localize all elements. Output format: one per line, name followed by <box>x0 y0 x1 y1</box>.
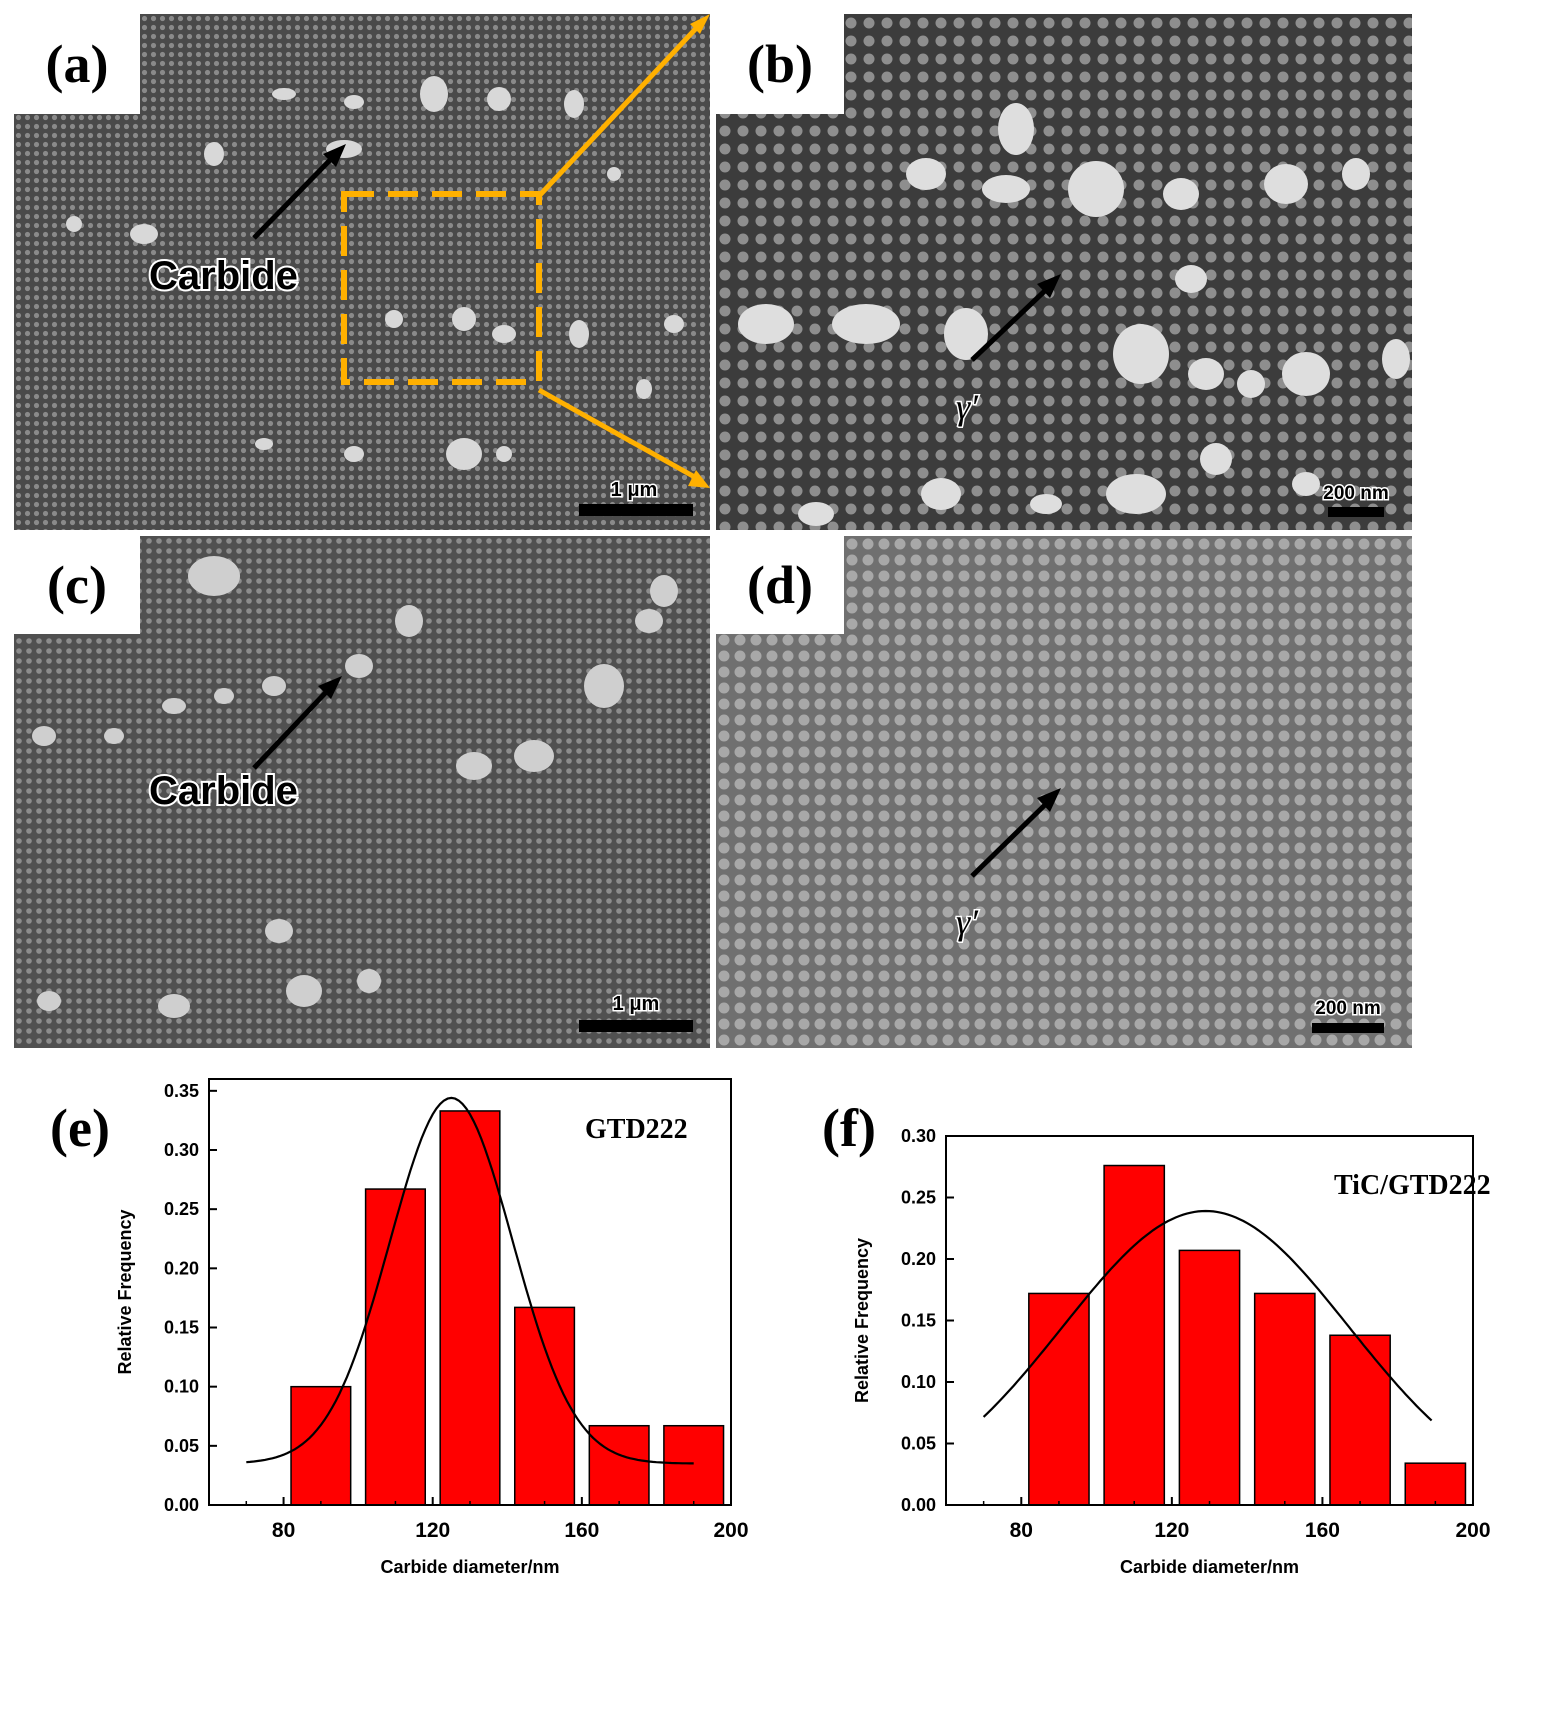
y-tick-label: 0.35 <box>164 1081 199 1101</box>
zoom-region-box <box>341 191 542 385</box>
scale-bar-d <box>1312 1023 1384 1033</box>
bar-150 <box>513 1306 576 1506</box>
y-tick-label: 0.15 <box>164 1318 199 1338</box>
bar-150 <box>1253 1292 1316 1506</box>
scale-bar-label-c: 1 μm <box>613 993 660 1015</box>
gamma-prime-annotation-d: γ′ <box>956 902 979 942</box>
scale-bar-label-a: 1 μm <box>611 479 658 501</box>
y-tick-label: 0.10 <box>901 1372 936 1392</box>
gamma-prime-annotation-b: γ′ <box>956 387 979 427</box>
scale-bar-label-b: 200 nm <box>1323 483 1388 504</box>
y-axis-label: Relative Frequency <box>852 1238 872 1403</box>
carbide-particles-c <box>32 556 678 1018</box>
chart-title: GTD222 <box>585 1114 688 1145</box>
x-axis-label: Carbide diameter/nm <box>380 1557 559 1577</box>
bar-170 <box>1329 1334 1391 1506</box>
panel-label-d: (d) <box>716 536 844 634</box>
x-tick-label: 80 <box>1010 1519 1033 1542</box>
x-tick-label: 120 <box>415 1519 450 1542</box>
y-tick-label: 0.25 <box>901 1188 936 1208</box>
bar-170 <box>588 1424 650 1506</box>
bar-190 <box>663 1424 725 1506</box>
scale-bar-a <box>579 504 693 516</box>
carbide-arrow-a <box>252 154 336 240</box>
sem-panel-b: γ′ 200 nm (b) <box>716 14 1412 530</box>
sem-panel-a: Carbide 1 μm (a) <box>14 14 710 530</box>
histogram-e: (e) 80 120 160 200 0.00 0.05 0.10 0.15 0.20 0.25 0… <box>50 1078 749 1577</box>
y-tick-label: 0.20 <box>164 1258 199 1278</box>
sem-panel-c: Carbide 1 μm (c) <box>14 536 710 1048</box>
x-axis-label: Carbide diameter/nm <box>1120 1557 1299 1577</box>
y-tick-label: 0.10 <box>164 1377 199 1397</box>
bar-110 <box>364 1188 427 1506</box>
zoom-connector-bottom <box>537 387 702 483</box>
y-tick-label: 0.05 <box>164 1436 199 1456</box>
scale-bar-b <box>1328 507 1384 517</box>
x-tick-label: 200 <box>713 1519 748 1542</box>
gamma-prime-arrow-b <box>970 284 1052 362</box>
histogram-f: (f) 80 120 160 200 0.00 0.05 0.10 0.15 0.20 0.25 0… <box>822 1098 1491 1577</box>
carbide-particles-b <box>738 103 1410 526</box>
fit-curve <box>982 1209 1433 1422</box>
carbide-annotation-c: Carbide <box>149 769 298 813</box>
panel-label-c: (c) <box>14 536 140 634</box>
y-tick-label: 0.00 <box>164 1495 199 1515</box>
bar-130 <box>439 1110 501 1506</box>
x-tick-label: 160 <box>1305 1519 1340 1542</box>
histogram-panel-e: (e) 80 120 160 200 0.00 0.05 0.10 0.15 0.20 0.25 0… <box>40 1066 770 1714</box>
chart-title: TiC/GTD222 <box>1334 1170 1491 1201</box>
panel-label-f: (f) <box>822 1098 876 1158</box>
bar-190 <box>1404 1462 1467 1506</box>
zoom-connector-top <box>537 20 704 198</box>
histogram-panel-f: (f) 80 120 160 200 0.00 0.05 0.10 0.15 0.20 0.25 0… <box>780 1066 1560 1714</box>
bar-90 <box>1028 1292 1090 1506</box>
y-tick-label: 0.20 <box>901 1249 936 1269</box>
y-tick-label: 0.30 <box>164 1140 199 1160</box>
panel-label-e: (e) <box>50 1098 110 1158</box>
y-tick-label: 0.30 <box>901 1126 936 1146</box>
scale-bar-c <box>579 1020 693 1032</box>
x-tick-label: 200 <box>1455 1519 1490 1542</box>
sem-panel-d: γ′ 200 nm (d) <box>716 536 1412 1048</box>
bar-130 <box>1178 1249 1241 1506</box>
panel-label-a: (a) <box>14 14 140 114</box>
fit-curve <box>246 1096 694 1465</box>
scale-bar-label-d: 200 nm <box>1315 998 1380 1019</box>
y-tick-label: 0.05 <box>901 1434 936 1454</box>
gamma-prime-arrow-d <box>970 798 1052 878</box>
panel-label-b: (b) <box>716 14 844 114</box>
carbide-annotation-a: Carbide <box>149 254 298 298</box>
y-tick-label: 0.25 <box>164 1199 199 1219</box>
carbide-arrow-c <box>252 686 332 770</box>
y-tick-label: 0.15 <box>901 1311 936 1331</box>
x-tick-label: 120 <box>1154 1519 1189 1542</box>
y-axis-label: Relative Frequency <box>115 1209 135 1374</box>
y-tick-label: 0.00 <box>901 1495 936 1515</box>
x-tick-label: 160 <box>564 1519 599 1542</box>
x-tick-label: 80 <box>272 1519 295 1542</box>
bar-110 <box>1103 1164 1166 1506</box>
